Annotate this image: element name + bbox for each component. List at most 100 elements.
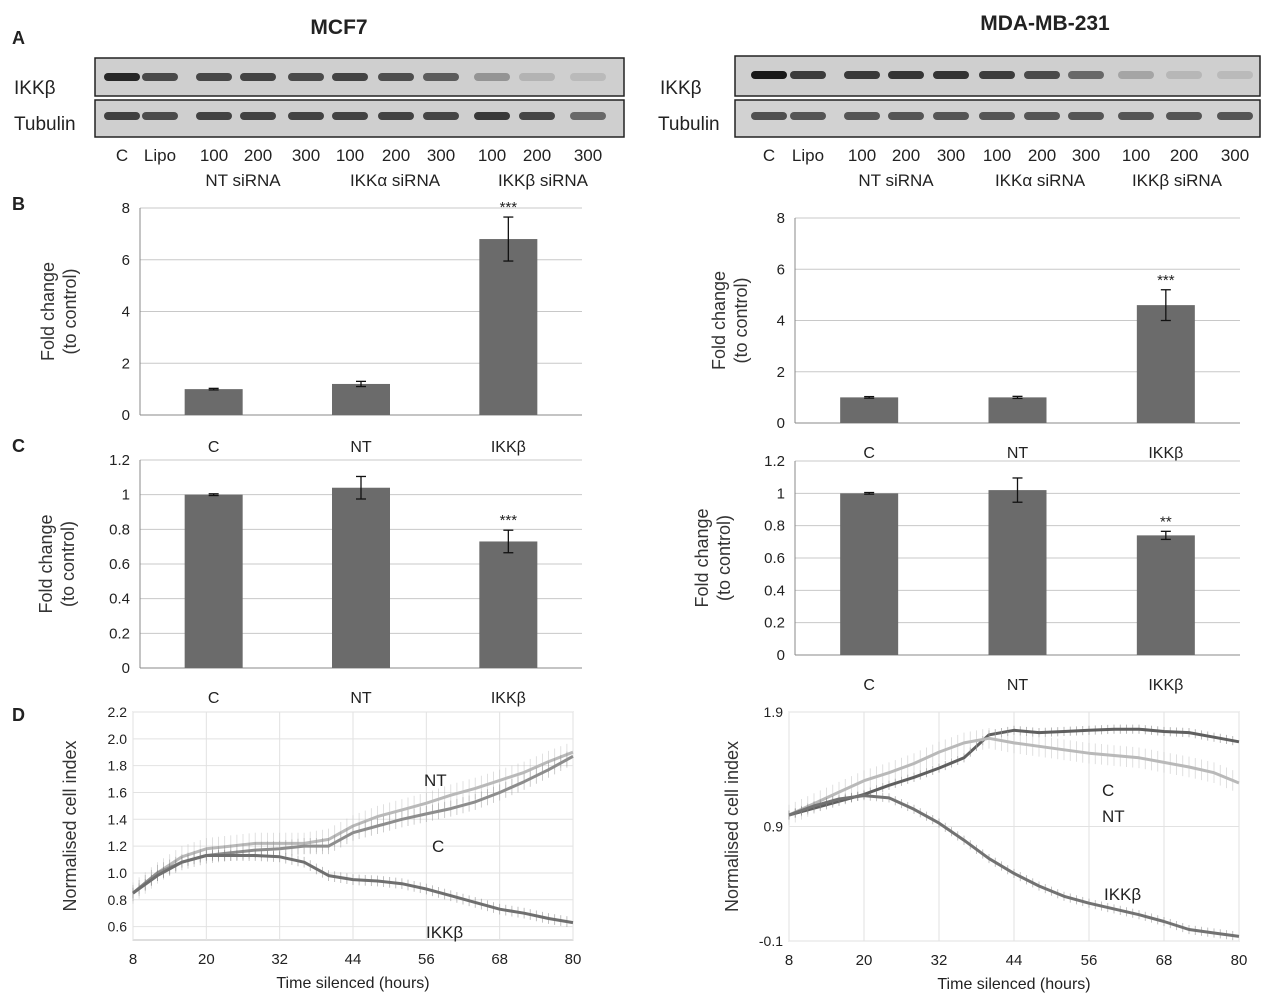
x-tick-label: 20 [856,952,873,969]
tubulin-band [888,112,924,120]
ikkb-band [104,73,140,81]
y-tick-label: 0.8 [109,521,130,538]
lane-label: 300 [937,146,965,165]
y-tick-label: 0.8 [108,892,128,908]
bar-chart-c-mcf7: 0 0.2 0.4 0.6 0.8 1 1.2 C NT *** IKKβ Fold change (t… [36,452,582,707]
ikkb-bands [104,73,606,81]
y-axis-title: (to control) [731,277,751,363]
lane-label: 300 [1072,146,1100,165]
category-label: IKKβ [491,690,526,707]
category-label: IKKβ [1148,677,1183,694]
tubulin-bands [104,112,606,120]
lane-label: 200 [523,146,551,165]
tubulin-band [288,112,324,120]
lane-label: 100 [983,146,1011,165]
significance-marker: *** [500,512,518,529]
lane-label: 100 [1122,146,1150,165]
x-tick-label: 8 [785,952,793,969]
tubulin-band [979,112,1015,120]
y-tick-label: 1.2 [764,453,785,470]
series-line [132,854,574,925]
y-tick-label: 0.4 [764,582,785,599]
ikkb-band [474,73,510,81]
y-tick-label: 0.6 [764,550,785,567]
ikkb-band [1024,71,1060,79]
x-tick-label: 80 [565,951,582,968]
series-label: C [432,837,444,856]
tubulin-band [332,112,368,120]
line-chart-d-mda: 8 20 32 44 56 68 80 -0.1 0.9 1.9 C NT IKKβ Time silen… [722,704,1247,993]
x-tick-label: 80 [1231,952,1248,969]
y-tick-label: -0.1 [759,933,783,949]
ikkb-band [332,73,368,81]
y-axis-title: Fold change [709,271,729,370]
significance-marker: *** [1157,272,1175,289]
y-tick-label: 6 [122,252,130,269]
y-tick-label: 1.6 [108,784,128,800]
y-tick-label: 8 [122,200,130,217]
cell-line-title-mda: MDA-MB-231 [980,12,1110,35]
ikkb-band [288,73,324,81]
tubulin-band [519,112,555,120]
y-tick-label: 6 [777,261,785,278]
x-tick-label: 32 [931,952,948,969]
blot-row-label-ikkb: IKKβ [14,78,56,99]
y-tick-label: 1 [122,487,130,504]
x-tick-label: 56 [1081,952,1098,969]
panel-letter-c: C [12,436,25,456]
ikkb-band [751,71,787,79]
y-tick-label: 0.6 [109,556,130,573]
lane-label: 300 [574,146,602,165]
ikkb-bands [751,71,1253,79]
series-label: NT [1102,807,1125,826]
x-axis-title: Time silenced (hours) [276,975,429,992]
significance-marker: *** [500,199,518,216]
x-tick-label: 56 [418,951,435,968]
series-label: NT [424,771,447,790]
x-tick-label: 68 [1156,952,1173,969]
blot-row-label-tubulin: Tubulin [14,114,76,135]
y-axis-title: Fold change [692,508,712,607]
ikkb-band [1166,71,1202,79]
bar-chart-b-mda: 0 2 4 6 8 C NT *** IKKβ Fold change (to control) [709,210,1240,462]
ikkb-band [570,73,606,81]
lane-label: 200 [892,146,920,165]
category-label: NT [1007,677,1029,694]
y-tick-label: 1 [777,485,785,502]
y-axis-title: (to control) [60,268,80,354]
lane-label: 300 [292,146,320,165]
tubulin-band [196,112,232,120]
y-axis-title: Fold change [36,514,56,613]
y-tick-label: 1.2 [109,452,130,469]
ikkb-band [378,73,414,81]
tubulin-band [570,112,606,120]
cell-line-title-mcf7: MCF7 [310,16,367,39]
tubulin-band [142,112,178,120]
bar [988,490,1047,655]
bar [332,383,390,415]
tubulin-band [1118,112,1154,120]
tubulin-band [933,112,969,120]
ikkb-band [979,71,1015,79]
y-tick-label: 0 [777,415,785,432]
series-line [788,794,1240,938]
x-axis-title: Time silenced (hours) [937,976,1090,993]
y-tick-label: 2 [777,364,785,381]
bar-chart-b-mcf7: 0 2 4 6 8 C NT *** IKKβ Fold change (to control) [38,199,582,456]
bar [840,493,899,655]
y-axis-title: Normalised cell index [722,741,742,912]
tubulin-band [1024,112,1060,120]
category-label: C [863,677,875,694]
bar [479,239,538,415]
category-label: C [208,439,220,456]
bar [184,494,243,668]
tubulin-band [1068,112,1104,120]
lane-label: Lipo [144,146,176,165]
tubulin-band [474,112,510,120]
group-label-nt: NT siRNA [205,171,281,190]
ikkb-band [519,73,555,81]
y-tick-label: 1.0 [108,865,128,881]
lane-label: 200 [1028,146,1056,165]
category-label: NT [350,690,372,707]
